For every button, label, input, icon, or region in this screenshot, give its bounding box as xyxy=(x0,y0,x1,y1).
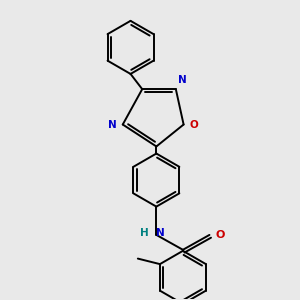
Text: N: N xyxy=(178,75,186,85)
Text: O: O xyxy=(190,119,199,130)
Text: N: N xyxy=(156,228,164,238)
Text: N: N xyxy=(108,119,116,130)
Text: O: O xyxy=(216,230,225,240)
Text: H: H xyxy=(140,228,148,238)
